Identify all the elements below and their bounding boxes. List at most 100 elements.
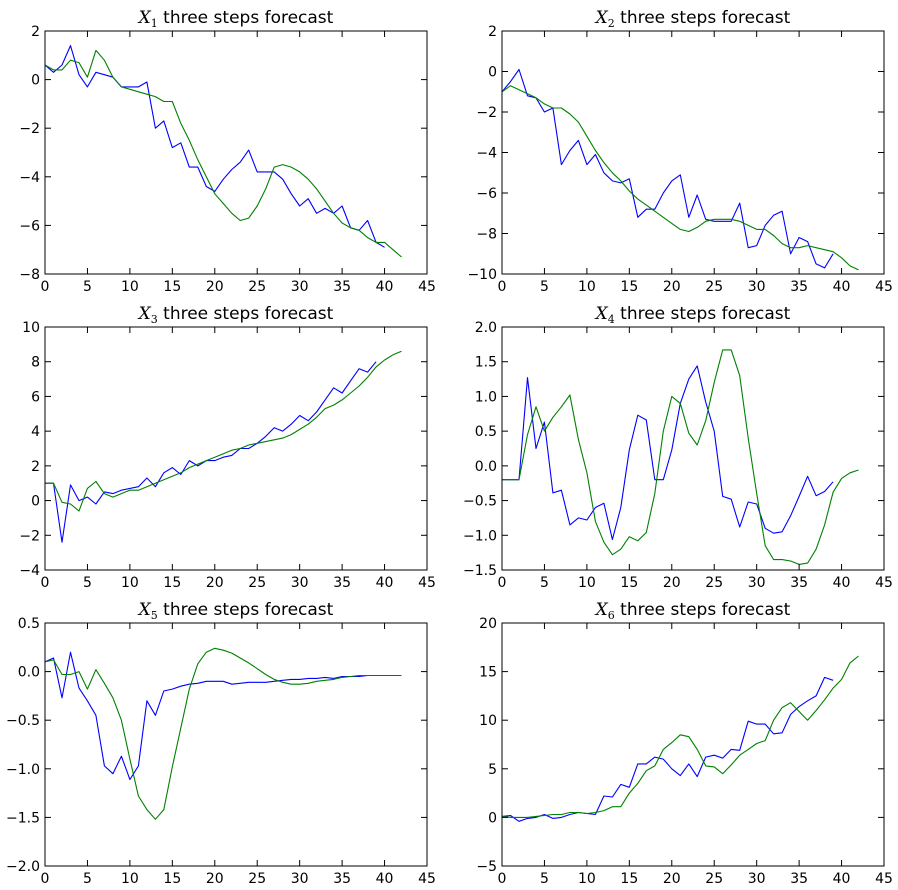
title-variable: X [137,304,152,324]
y-tick-label: −8 [19,267,40,283]
title-variable: X [594,8,609,28]
chart-title: X4 three steps forecast [594,304,791,326]
title-variable: X [594,304,609,324]
x-tick-label: 45 [875,279,893,295]
x-tick-label: 5 [540,575,549,591]
y-tick-label: −4 [19,563,40,579]
y-tick-label: 0 [488,65,497,81]
title-subscript: 3 [151,313,158,326]
x-tick-label: 0 [41,279,50,295]
x-tick-label: 45 [418,279,436,295]
x-tick-label: 30 [291,871,309,887]
x-tick-label: 45 [418,575,436,591]
y-tick-label: −2.0 [6,859,40,875]
title-variable: X [137,600,152,620]
x-tick-label: 0 [41,871,50,887]
x-tick-label: 30 [748,279,766,295]
chart-panel-x4: 0 5 10 15 20 25 30 35 40 45 −1.5 −1.0 −0.5 0.0 0.5 1.0 1… [463,304,893,591]
x-tick-label: 0 [498,279,507,295]
x-tick-label: 10 [578,871,596,887]
x-tick-label: 5 [540,871,549,887]
y-tick-label: −2 [476,105,497,121]
x-tick-label: 40 [833,279,851,295]
x-tick-label: 30 [748,575,766,591]
x-tick-label: 20 [206,871,224,887]
y-tick-label: 0.0 [475,459,497,475]
x-tick-label: 30 [291,575,309,591]
x-tick-label: 25 [705,279,723,295]
x-tick-label: 0 [498,871,507,887]
x-tick-label: 5 [83,279,92,295]
title-subscript: 2 [608,17,615,30]
title-subscript: 6 [608,609,615,622]
y-tick-label: −0.5 [463,494,497,510]
x-tick-label: 25 [248,575,266,591]
x-tick-label: 15 [163,871,181,887]
x-tick-label: 40 [833,871,851,887]
y-tick-label: 8 [31,355,40,371]
x-tick-label: 40 [376,279,394,295]
y-tick-label: −10 [467,267,497,283]
x-tick-label: 20 [663,279,681,295]
x-tick-label: 25 [248,279,266,295]
title-text: three steps forecast [158,304,334,324]
y-tick-label: −4 [19,170,40,186]
plot-area [45,647,402,820]
y-tick-label: 2.0 [475,320,497,336]
axes-frame [44,30,428,275]
y-tick-label: −0.5 [6,713,40,729]
x-tick-label: 15 [620,279,638,295]
chart-panel-x5: 0 5 10 15 20 25 30 35 40 45 −2.0 −1.5 −1.0 −0.5 0.0 0.5… [6,600,436,887]
title-variable: X [594,600,609,620]
series-line-1 [45,651,377,781]
title-subscript: 4 [608,313,615,326]
chart-title: X2 three steps forecast [594,8,791,30]
chart-panel-x1: 0 5 10 15 20 25 30 35 40 45 −8 −6 −4 −2 0 2 X1 three ste… [19,8,436,295]
chart-title: X3 three steps forecast [137,304,334,326]
chart-title: X6 three steps forecast [594,600,791,622]
x-tick-label: 15 [163,279,181,295]
chart-title: X1 three steps forecast [137,8,334,30]
y-tick-label: −8 [476,227,497,243]
series-line-1 [502,676,834,822]
x-tick-label: 35 [333,871,351,887]
y-tick-label: 2 [31,24,40,40]
y-tick-label: 0.0 [18,665,40,681]
series-line-1 [45,45,385,248]
x-tick-label: 25 [705,871,723,887]
y-tick-label: 2 [31,459,40,475]
plot-area [45,45,402,258]
x-tick-label: 15 [163,575,181,591]
x-tick-label: 30 [291,279,309,295]
x-tick-label: 45 [875,871,893,887]
title-subscript: 5 [151,609,158,622]
x-tick-label: 25 [705,575,723,591]
y-tick-label: −2 [19,528,40,544]
y-tick-label: 10 [479,713,497,729]
title-text: three steps forecast [158,8,334,28]
x-tick-label: 20 [206,279,224,295]
series-line-2 [502,655,859,818]
y-tick-label: −6 [19,218,40,234]
x-tick-label: 10 [578,575,596,591]
title-variable: X [137,8,152,28]
x-tick-label: 0 [41,575,50,591]
y-tick-label: 2 [488,24,497,40]
x-tick-label: 35 [790,871,808,887]
x-tick-label: 15 [620,575,638,591]
axes-frame [501,622,885,867]
y-tick-label: −2 [19,121,40,137]
axes-frame [44,622,428,867]
y-tick-label: −1.0 [6,762,40,778]
x-tick-label: 25 [248,871,266,887]
series-line-1 [502,68,834,269]
title-text: three steps forecast [615,304,791,324]
x-tick-label: 45 [875,575,893,591]
x-tick-label: 20 [663,575,681,591]
x-tick-label: 10 [121,871,139,887]
axes-frame [501,326,885,571]
x-tick-label: 35 [790,575,808,591]
